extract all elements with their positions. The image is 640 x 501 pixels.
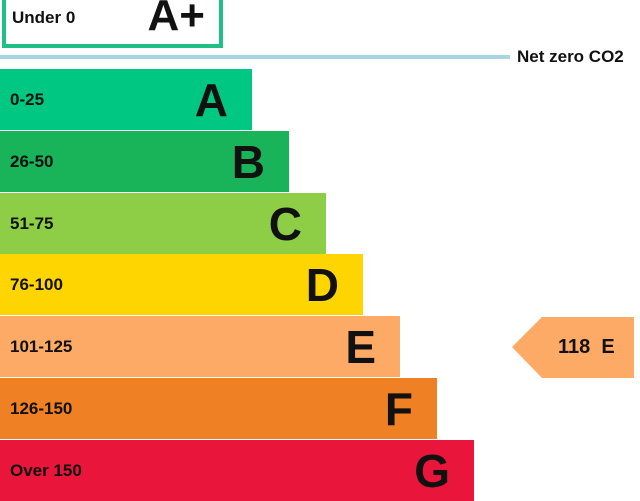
band-a: 0-25 A [0,69,252,130]
band-letter: B [231,135,265,188]
band-letter: G [414,444,450,497]
band-range-label: 101-125 [10,337,73,357]
net-zero-line [0,55,510,59]
current-rating-text: 118 E [558,336,615,359]
band-range-label: Under 0 [12,8,76,27]
band-letter: F [384,383,413,435]
band-letter: C [268,197,302,250]
band-b: 26-50 B [0,130,289,192]
band-range-label: 76-100 [10,275,63,295]
band-d: 76-100 D [0,254,363,316]
arrow-shape [512,317,634,378]
current-letter: E [601,336,615,358]
current-value: 118 [558,336,591,358]
current-rating-arrow: 118 E [512,317,635,383]
net-zero-label: Net zero CO2 [517,47,624,66]
band-letter: D [305,259,339,312]
band-letter: A [194,74,228,126]
band-range-label: 0-25 [10,90,45,109]
band-range-label: 126-150 [10,399,73,418]
band-e: 101-125 E [0,316,400,378]
band-range-label: 51-75 [10,213,54,233]
band-f: 126-150 F [0,378,437,439]
band-g: Over 150 G [0,439,474,501]
band-letter: A+ [147,0,205,40]
band-letter: E [345,321,376,374]
band-c: 51-75 C [0,192,326,254]
band-range-label: 26-50 [10,151,54,171]
band-a-plus: Under 0 A+ [2,0,223,48]
band-range-label: Over 150 [10,460,82,480]
